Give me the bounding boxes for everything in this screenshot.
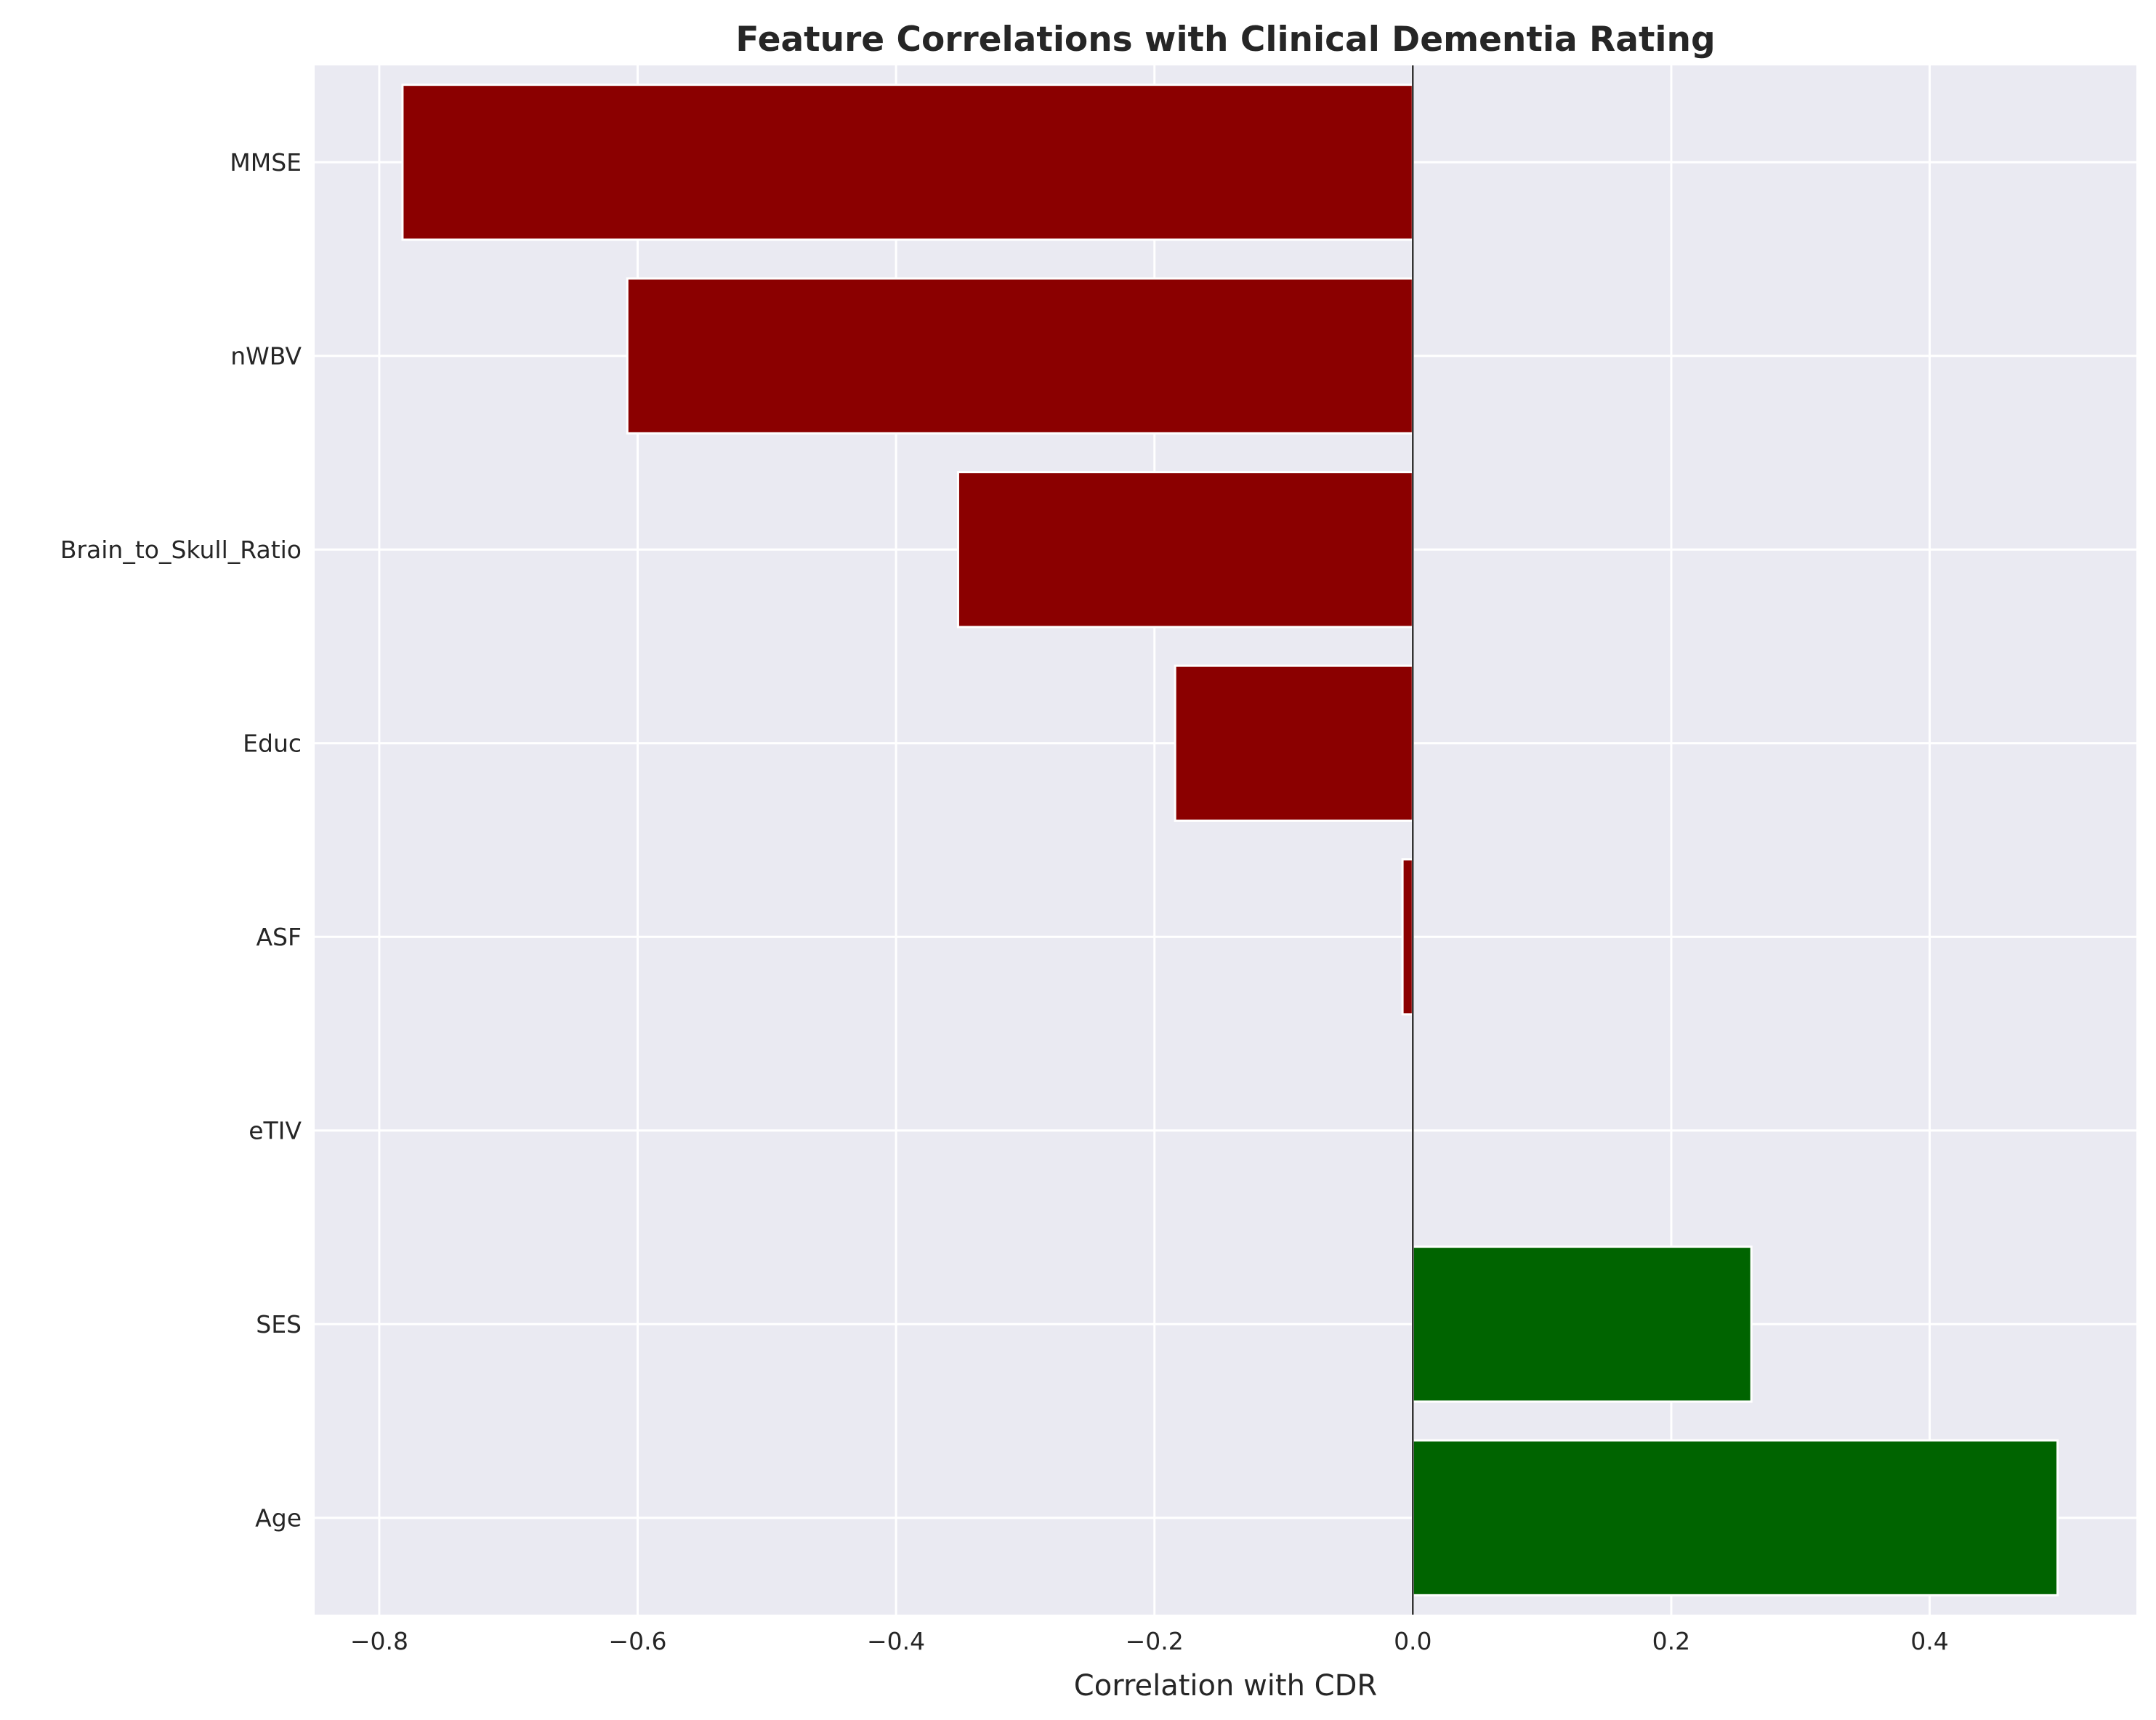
x-axis-label: Correlation with CDR: [1074, 1669, 1377, 1703]
y-tick-label: MMSE: [230, 148, 302, 177]
x-tick-label: −0.4: [867, 1627, 925, 1655]
x-tick-label: 0.0: [1394, 1627, 1432, 1655]
bar-mmse: [401, 84, 1414, 241]
y-tick-label: ASF: [256, 923, 302, 951]
y-tick-label: Educ: [243, 729, 302, 757]
x-tick-label: −0.8: [350, 1627, 408, 1655]
y-tick-label: Brain_to_Skull_Ratio: [60, 536, 302, 564]
bar-asf: [1401, 858, 1414, 1016]
x-tick-labels: −0.8 −0.6 −0.4 −0.2 0.0 0.2 0.4: [350, 1627, 1949, 1655]
x-tick-label: −0.6: [608, 1627, 666, 1655]
chart-title: Feature Correlations with Clinical Demen…: [735, 20, 1715, 60]
bars: [401, 84, 2059, 1596]
y-tick-label: SES: [256, 1310, 302, 1339]
y-tick-labels: MMSE nWBV Brain_to_Skull_Ratio Educ ASF eTIV S…: [60, 148, 302, 1533]
bar-educ: [1174, 664, 1414, 822]
bar-brain-to-skull-ratio: [956, 471, 1414, 629]
x-tick-label: −0.2: [1126, 1627, 1184, 1655]
x-tick-label: 0.4: [1910, 1627, 1948, 1655]
bar-age: [1411, 1439, 2059, 1596]
bar-nwbv: [626, 277, 1414, 435]
y-tick-label: nWBV: [230, 342, 302, 370]
y-tick-label: Age: [255, 1503, 302, 1532]
x-tick-label: 0.2: [1652, 1627, 1690, 1655]
bar-ses: [1411, 1245, 1753, 1403]
y-tick-label: eTIV: [249, 1116, 302, 1144]
